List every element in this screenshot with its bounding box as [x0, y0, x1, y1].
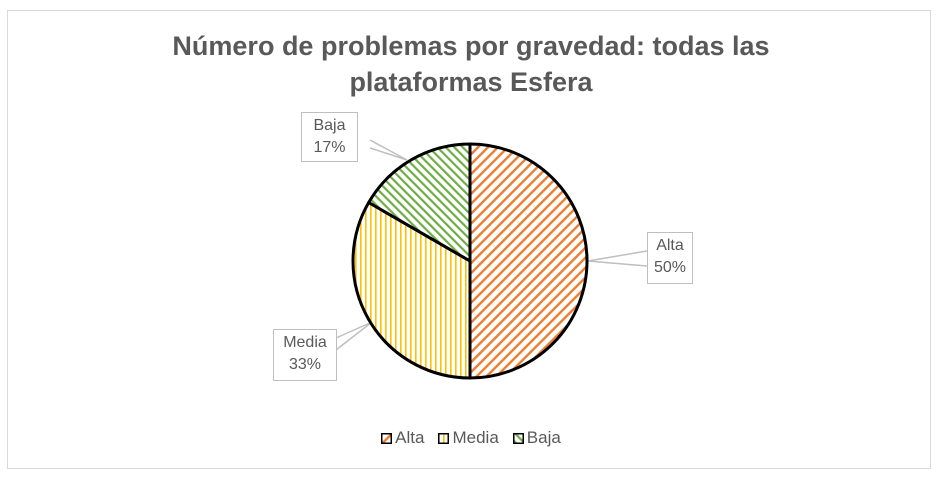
chart-title-line1: Número de problemas por gravedad: todas …: [172, 31, 770, 61]
data-label-media: Media 33%: [273, 329, 337, 381]
data-label-alta-pct: 50%: [653, 259, 687, 276]
chart-title: Número de problemas por gravedad: todas …: [0, 28, 942, 100]
chart-title-line2: plataformas Esfera: [349, 67, 593, 97]
slice-alta[interactable]: [468, 142, 589, 380]
data-label-alta: Alta 50%: [647, 232, 693, 284]
data-label-alta-name: Alta: [656, 237, 684, 254]
legend-item-baja[interactable]: Baja: [512, 428, 561, 448]
legend-item-media[interactable]: Media: [438, 428, 499, 448]
data-label-baja: Baja 17%: [301, 112, 358, 162]
legend-label-baja: Baja: [526, 428, 561, 447]
data-label-media-pct: 33%: [288, 356, 322, 373]
legend-label-media: Media: [452, 428, 499, 447]
data-label-baja-name: Baja: [313, 117, 346, 134]
legend-swatch-baja-icon: [512, 432, 524, 444]
chart-legend: Alta Media Baja: [0, 428, 942, 448]
data-label-baja-pct: 17%: [313, 139, 346, 156]
slice-media[interactable]: [351, 201, 472, 380]
legend-label-alta: Alta: [395, 428, 425, 447]
data-label-media-name: Media: [283, 334, 327, 351]
legend-swatch-alta-icon: [381, 432, 393, 444]
slice-baja[interactable]: [367, 142, 472, 263]
legend-item-alta[interactable]: Alta: [381, 428, 424, 448]
legend-swatch-media-icon: [438, 432, 450, 444]
